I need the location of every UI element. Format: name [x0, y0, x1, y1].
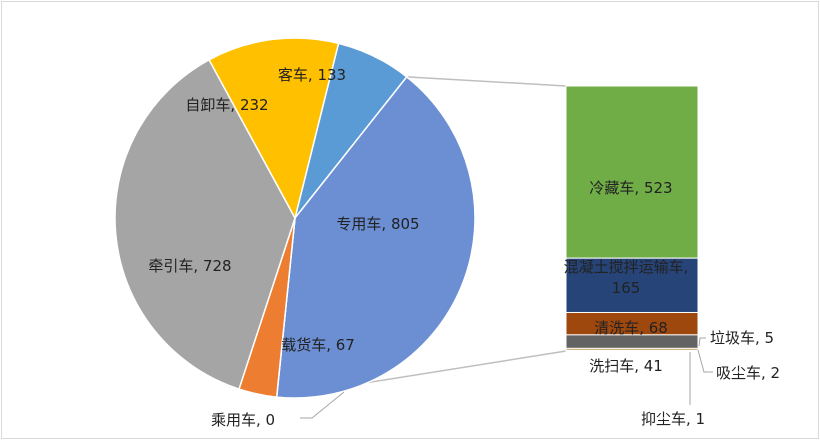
bar-segment-1 [565, 257, 699, 313]
label-lajiche: 垃圾车, 5 [710, 329, 774, 347]
slice-4 [114, 58, 296, 391]
leader-chengyongche [300, 391, 345, 419]
connector-top [406, 76, 567, 87]
data-labels: 客车, 133 专用车, 805 乘用车, 0 载货车, 67 牵引车, 728… [148, 66, 780, 429]
label-zhuanyongche: 专用车, 805 [336, 215, 419, 233]
bar-segment-0 [565, 85, 699, 259]
label-hunningtu-line1: 混凝土搅拌运输车, [564, 258, 689, 276]
label-zaihuoche: 载货车, 67 [281, 336, 355, 354]
breakdown-bar [565, 85, 699, 352]
label-hunningtu-line2: 165 [612, 279, 641, 297]
label-kevche: 客车, 133 [278, 66, 346, 84]
leader-xichenche [697, 349, 713, 373]
label-qingxiche: 清洗车, 68 [594, 319, 668, 337]
slice-5 [208, 37, 340, 221]
label-xisaoche: 洗扫车, 41 [589, 357, 663, 375]
bar-segment-6 [565, 350, 699, 352]
main-pie [114, 37, 476, 399]
label-zixieche: 自卸车, 232 [185, 96, 268, 114]
slice-1 [275, 75, 476, 399]
label-yichenche: 抑尘车, 1 [641, 410, 705, 428]
label-qianyinche: 牵引车, 728 [148, 257, 231, 275]
label-chengyongche: 乘用车, 0 [211, 411, 275, 429]
label-lengcangche: 冷藏车, 523 [589, 179, 672, 197]
leader-lajiche [698, 337, 706, 347]
label-xichenche: 吸尘车, 2 [716, 364, 780, 382]
